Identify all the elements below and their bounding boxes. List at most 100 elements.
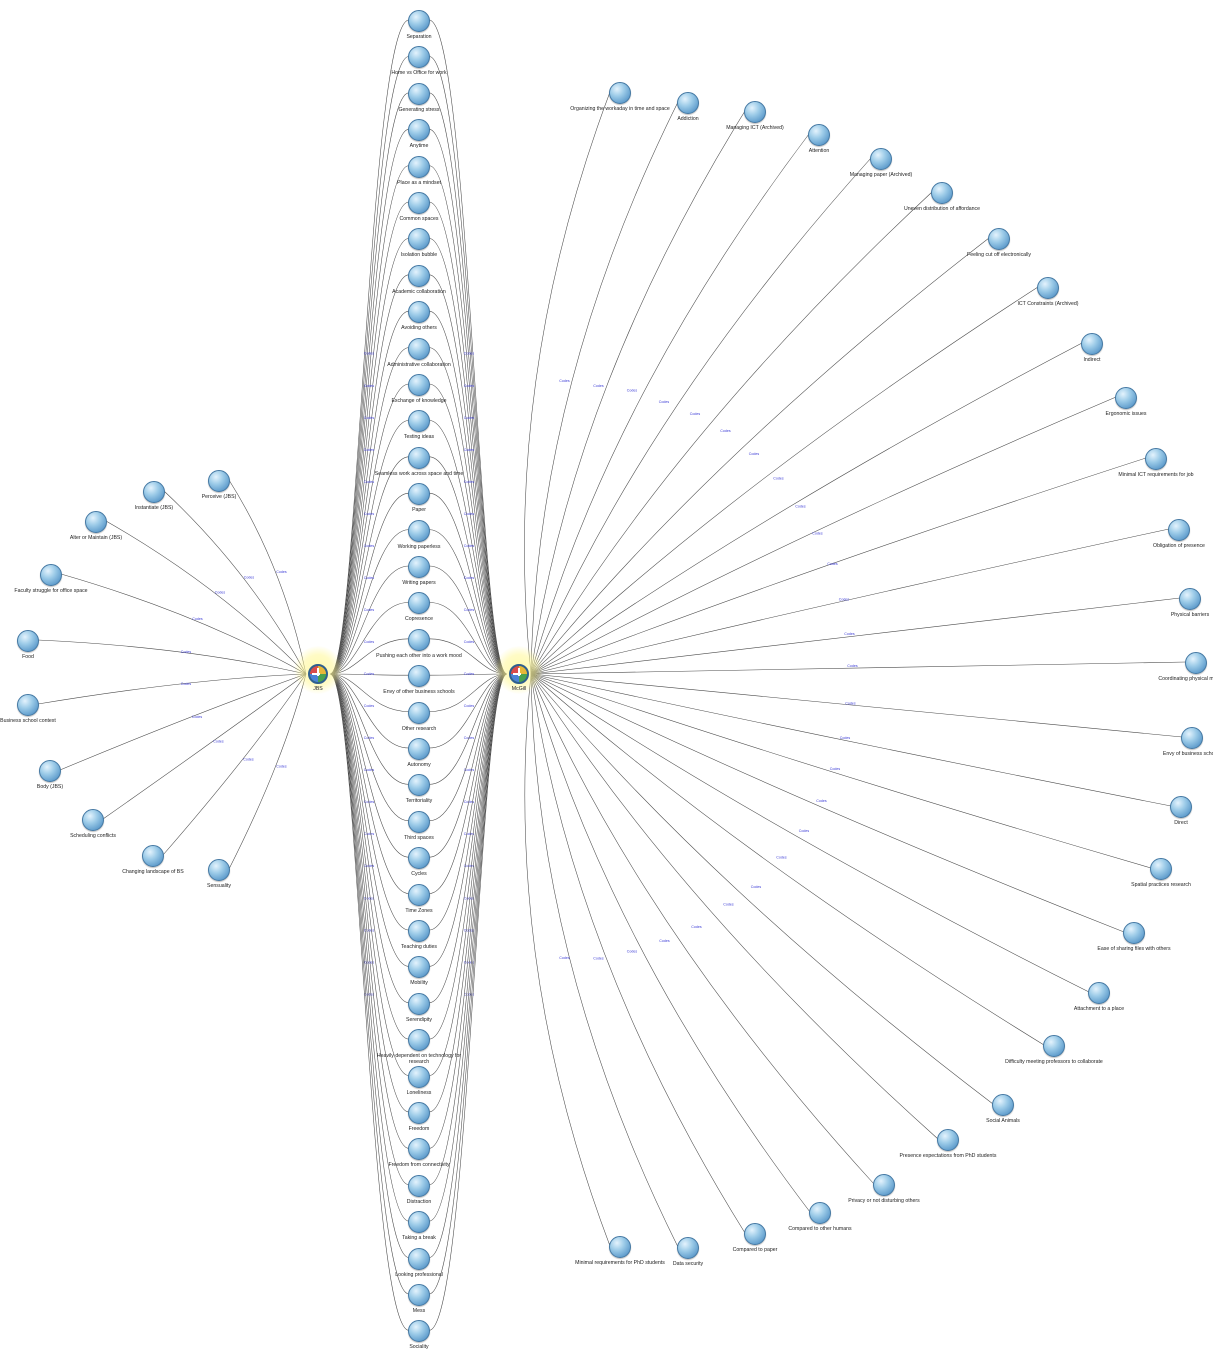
code-node[interactable]: Other research: [369, 701, 469, 732]
code-label: Mess: [412, 1308, 426, 1314]
code-node[interactable]: Testing ideas: [369, 410, 469, 440]
code-node[interactable]: Alter or Maintain (JBS): [46, 511, 146, 541]
code-bubble-icon: [988, 228, 1010, 250]
code-node[interactable]: Compared to other humans: [770, 1202, 870, 1232]
code-node[interactable]: Presence expectations from PhD students: [898, 1129, 998, 1159]
code-node[interactable]: Writing papers: [369, 556, 469, 586]
edge: [329, 673, 410, 1295]
edge: [530, 342, 1083, 675]
code-node[interactable]: Minimal ICT requirements for job: [1106, 448, 1206, 478]
code-node[interactable]: Attention: [769, 124, 869, 154]
edge-label: Codes: [364, 640, 375, 644]
code-bubble-icon: [408, 847, 430, 870]
code-node[interactable]: Perceive (JBS): [169, 470, 269, 500]
code-node[interactable]: Distraction: [369, 1174, 469, 1205]
edge-label: Codes: [840, 736, 851, 740]
code-node[interactable]: Exchange of knowledge: [369, 374, 469, 404]
code-node[interactable]: Seamless work across space and time: [369, 446, 469, 477]
code-node[interactable]: Envy of other business schools: [369, 665, 469, 695]
code-node[interactable]: Home vs Office for work: [369, 46, 469, 76]
code-node[interactable]: Difficulty meeting professors to collabo…: [1004, 1035, 1104, 1065]
code-node[interactable]: Heavily dependent on technology for rese…: [369, 1029, 469, 1065]
code-node[interactable]: ICT Constraints (Archived): [998, 277, 1098, 307]
code-node[interactable]: Managing ICT (Archived): [705, 101, 805, 131]
code-node[interactable]: Addiction: [638, 92, 738, 122]
edge-label: Codes: [464, 704, 475, 708]
code-node[interactable]: Envy of business schools: [1142, 727, 1213, 757]
code-node[interactable]: Obligation of presence: [1129, 519, 1213, 549]
code-node[interactable]: Avoiding others: [369, 301, 469, 331]
code-node[interactable]: Serendipity: [369, 992, 469, 1023]
code-bubble-icon: [40, 564, 62, 586]
code-node[interactable]: Taking a break: [369, 1211, 469, 1241]
code-node[interactable]: Paper: [369, 483, 469, 513]
code-node[interactable]: Social Animals: [953, 1094, 1053, 1124]
code-node[interactable]: Body (JBS): [0, 760, 100, 790]
code-node[interactable]: Loneliness: [369, 1065, 469, 1096]
code-node[interactable]: Feeling cut off electronically: [949, 228, 1049, 258]
code-node[interactable]: Common spaces: [369, 192, 469, 222]
code-node[interactable]: Cycles: [369, 847, 469, 877]
code-node[interactable]: Faculty struggle for office space: [1, 564, 101, 594]
code-node[interactable]: Attachment to a place: [1049, 982, 1149, 1012]
code-node[interactable]: Administrative collaboration: [369, 337, 469, 368]
code-node[interactable]: Sociality: [369, 1320, 469, 1349]
code-node[interactable]: Third spaces: [369, 810, 469, 841]
edge-label: Codes: [464, 896, 475, 900]
code-bubble-icon: [408, 1029, 430, 1052]
code-node[interactable]: Autonomy: [369, 738, 469, 768]
hub-node-jbs[interactable]: JBS: [288, 646, 348, 694]
code-node[interactable]: Generating stress: [369, 82, 469, 113]
edge: [428, 238, 508, 675]
code-node[interactable]: Indirect: [1042, 333, 1142, 363]
code-bubble-icon: [82, 809, 104, 831]
code-node[interactable]: Time Zones: [369, 883, 469, 914]
edge: [530, 528, 1170, 675]
code-node[interactable]: Place as a mindset: [369, 155, 469, 186]
code-node[interactable]: Copresence: [369, 592, 469, 622]
code-label: Avoiding others: [401, 325, 437, 332]
hub-node-mcgill[interactable]: McGill: [489, 646, 549, 694]
code-node[interactable]: Spatial practices research: [1111, 858, 1211, 888]
code-node[interactable]: Looking professional: [369, 1247, 469, 1278]
code-node[interactable]: Organizing the workaday in time and spac…: [570, 82, 670, 112]
code-node[interactable]: Physical barriers: [1140, 588, 1213, 618]
code-node[interactable]: Anytime: [369, 119, 469, 149]
code-node[interactable]: Managing paper (Archived): [831, 148, 931, 178]
code-label: Home vs Office for work: [391, 70, 447, 77]
code-node[interactable]: Isolation bubble: [369, 228, 469, 258]
code-node[interactable]: Food: [0, 630, 78, 660]
code-node[interactable]: Coordinating physical movement: [1146, 652, 1213, 682]
code-node[interactable]: Scheduling conflicts: [43, 809, 143, 839]
code-node[interactable]: Changing landscape of BS: [103, 845, 203, 875]
code-node[interactable]: Teaching duties: [369, 920, 469, 950]
code-node[interactable]: Uneven distribution of affordance: [892, 182, 992, 212]
edge: [59, 673, 307, 771]
code-node[interactable]: Separation: [369, 10, 469, 40]
code-bubble-icon: [1181, 727, 1203, 749]
code-label: Freedom: [408, 1126, 430, 1132]
code-node[interactable]: Business school context: [0, 694, 78, 724]
code-bubble-icon: [1037, 277, 1059, 299]
code-node[interactable]: Compared to paper: [705, 1223, 805, 1253]
code-node[interactable]: Freedom from connectivity: [369, 1138, 469, 1168]
code-node[interactable]: Working paperless: [369, 519, 469, 550]
code-node[interactable]: Ease of sharing files with others: [1084, 922, 1184, 952]
code-bubble-icon: [408, 46, 430, 69]
code-node[interactable]: Instantiate (JBS): [104, 481, 204, 511]
code-node[interactable]: Sensuality: [169, 859, 269, 889]
code-node[interactable]: Privacy or not disturbing others: [834, 1174, 934, 1204]
code-node[interactable]: Academic collaboration: [369, 264, 469, 295]
edge-label: Codes: [464, 608, 475, 612]
code-node[interactable]: Data security: [638, 1237, 738, 1267]
code-node[interactable]: Territoriality: [369, 774, 469, 804]
code-node[interactable]: Freedom: [369, 1102, 469, 1132]
code-bubble-icon: [408, 10, 430, 32]
code-node[interactable]: Direct: [1131, 796, 1213, 826]
code-node[interactable]: Mobility: [369, 956, 469, 986]
code-label: Sociality: [409, 1344, 429, 1349]
code-node[interactable]: Mess: [369, 1284, 469, 1314]
code-node[interactable]: Pushing each other into a work mood: [369, 628, 469, 659]
code-node[interactable]: Ergonomic issues: [1076, 387, 1176, 417]
code-node[interactable]: Minimal requirements for PhD students: [570, 1236, 670, 1266]
